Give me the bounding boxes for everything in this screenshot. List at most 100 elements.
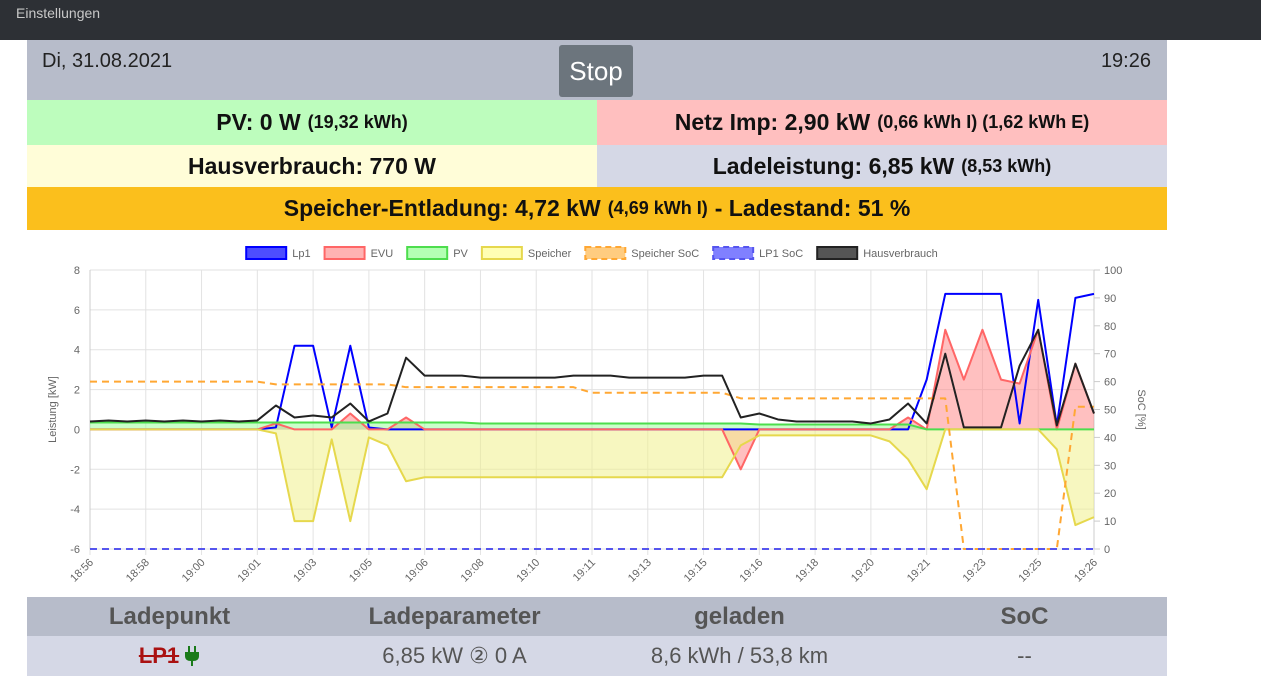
netz-main: Netz Imp: 2,90 kW [674, 109, 871, 135]
haus-status: Hausverbrauch: 770 W [27, 145, 597, 187]
legend-item: EVU [323, 246, 394, 260]
legend-swatch [406, 246, 449, 260]
x-tick-label: 19:13 [626, 557, 654, 585]
y-tick-label: -4 [70, 504, 80, 516]
table-cell: LP1 [27, 636, 312, 676]
time: 19:26 [1100, 50, 1151, 72]
table-header-cell: Ladepunkt [108, 603, 231, 630]
legend-swatch [712, 246, 755, 260]
lade-detail: (8,53 kWh) [961, 155, 1052, 176]
y2-tick-label: 60 [1104, 377, 1116, 389]
x-tick-label: 19:23 [961, 557, 989, 585]
y-tick-label: 2 [74, 385, 80, 397]
y2-axis-title: SoC [%] [1135, 389, 1147, 429]
legend-label: PV [453, 248, 468, 260]
settings-link[interactable]: Einstellungen [16, 5, 101, 21]
x-tick-label: 19:21 [905, 557, 933, 585]
legend-label: EVU [371, 248, 394, 260]
y2-tick-label: 100 [1104, 265, 1122, 277]
y-tick-label: 0 [74, 424, 80, 436]
x-tick-label: 19:01 [236, 557, 264, 585]
x-tick-label: 19:10 [514, 557, 542, 585]
table-cell: -- [1017, 643, 1032, 668]
netz-detail: (0,66 kWh I) (1,62 kWh E) [877, 112, 1090, 132]
y2-tick-label: 10 [1104, 516, 1116, 528]
legend-swatch [584, 246, 627, 260]
y2-tick-label: 40 [1104, 432, 1116, 444]
table-header-cell: SoC [1000, 603, 1049, 630]
series-line [90, 421, 1094, 431]
x-tick-label: 19:15 [682, 557, 710, 585]
header: Di, 31.08.2021 Stop 19:26 [27, 40, 1167, 100]
y-tick-label: 6 [74, 305, 80, 317]
speicher-detail: (4,69 kWh I) [607, 198, 708, 218]
x-tick-label: 19:05 [347, 557, 375, 585]
legend-swatch [480, 246, 523, 260]
legend-label: Lp1 [292, 248, 310, 260]
table-header-cell: Ladeparameter [368, 603, 541, 630]
date: Di, 31.08.2021 [42, 50, 173, 72]
pv-main: PV: 0 W [216, 109, 301, 135]
legend-swatch [816, 246, 859, 260]
y2-tick-label: 20 [1104, 488, 1116, 500]
plug-icon [185, 646, 200, 666]
legend-label: Speicher SoC [631, 248, 699, 260]
legend-swatch [323, 246, 366, 260]
speicher-status: Speicher-Entladung: 4,72 kW (4,69 kWh I) -… [27, 187, 1167, 230]
legend-item: LP1 SoC [712, 246, 803, 260]
charge-table: Ladepunkt Ladeparameter geladen SoC LP1 … [27, 597, 1167, 676]
y-tick-label: 4 [74, 345, 80, 357]
haus-main: Hausverbrauch: 770 W [188, 152, 436, 179]
table-header [27, 597, 1167, 636]
legend-label: LP1 SoC [759, 248, 803, 260]
legend-item: Lp1 [245, 246, 311, 260]
pv-status: PV: 0 W (19,32 kWh) [27, 100, 597, 145]
x-tick-label: 19:06 [403, 557, 431, 585]
table-row [27, 636, 1167, 676]
y2-tick-label: 70 [1104, 349, 1116, 361]
x-tick-label: 19:20 [849, 557, 877, 585]
table-header-cell: geladen [694, 603, 785, 630]
y-tick-label: -6 [70, 544, 80, 556]
speicher-soc: - Ladestand: 51 % [714, 195, 911, 221]
x-tick-label: 19:00 [180, 557, 208, 585]
x-tick-label: 19:11 [571, 557, 598, 584]
y2-tick-label: 90 [1104, 293, 1116, 305]
x-tick-label: 19:08 [459, 557, 487, 585]
lade-main: Ladeleistung: 6,85 kW [712, 152, 955, 179]
table-cell: 6,85 kW ② 0 A [382, 643, 527, 668]
y-axis-title: Leistung [kW] [47, 376, 59, 443]
legend-item: PV [406, 246, 469, 260]
series-line [89, 328, 1095, 429]
speicher-main: Speicher-Entladung: 4,72 kW [283, 195, 601, 221]
legend-label: Speicher [528, 248, 572, 260]
y2-tick-label: 80 [1104, 321, 1116, 333]
legend-item: Speicher [480, 246, 572, 260]
lade-status: Ladeleistung: 6,85 kW (8,53 kWh) [597, 145, 1167, 187]
top-bar: Einstellungen [0, 0, 1261, 40]
legend-item: Speicher SoC [584, 246, 699, 260]
series-line [90, 428, 1095, 527]
y-tick-label: -2 [70, 464, 80, 476]
legend-item: Hausverbrauch [816, 246, 938, 260]
netz-status: Netz Imp: 2,90 kW (0,66 kWh I) (1,62 kWh … [597, 100, 1167, 145]
legend-swatch [245, 246, 288, 260]
x-tick-label: 18:56 [68, 557, 96, 585]
area-fill [90, 422, 1094, 430]
y-tick-label: 8 [74, 265, 80, 277]
charge-point-name[interactable]: LP1 [138, 643, 180, 668]
y2-tick-label: 30 [1104, 460, 1116, 472]
x-tick-label: 18:58 [124, 557, 152, 585]
y2-tick-label: 50 [1104, 405, 1116, 417]
x-tick-label: 19:03 [291, 557, 319, 585]
stop-button[interactable]: Stop [559, 45, 633, 97]
legend: Lp1 EVU PV Speicher Speicher SoC LP1 SoC Hausv… [245, 246, 938, 260]
pv-detail: (19,32 kWh) [307, 112, 408, 132]
legend-label: Hausverbrauch [863, 248, 938, 260]
table-cell: 8,6 kWh / 53,8 km [650, 643, 829, 668]
x-tick-label: 19:16 [738, 557, 766, 585]
x-tick-label: 19:25 [1016, 557, 1044, 585]
x-tick-label: 19:18 [793, 557, 821, 585]
x-tick-label: 19:26 [1072, 557, 1100, 585]
